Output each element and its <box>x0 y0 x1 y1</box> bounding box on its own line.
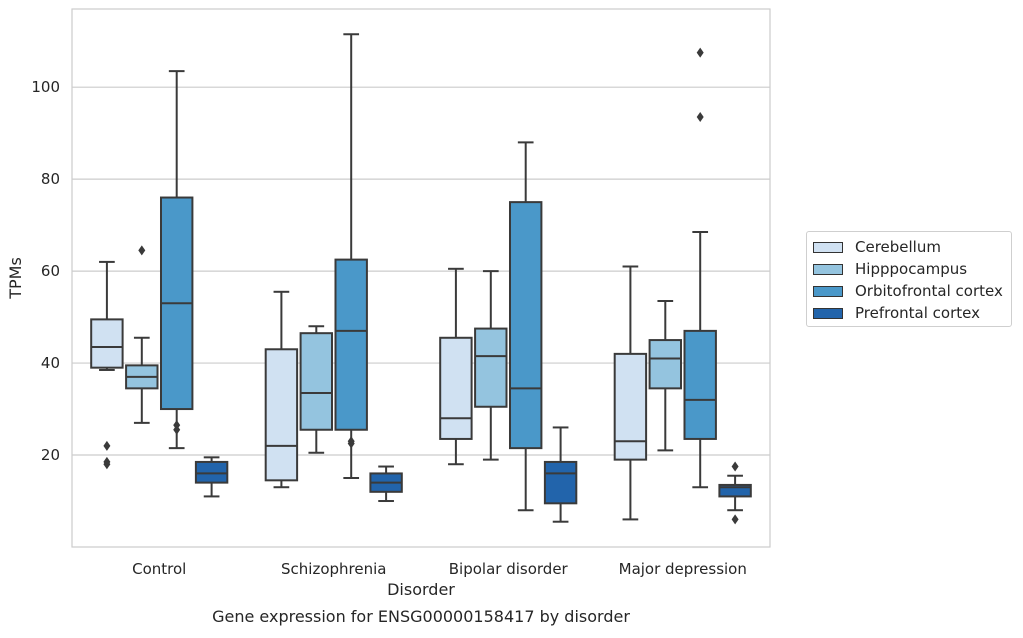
legend: Cerebellum Hipppocampus Orbitofrontal co… <box>806 231 1012 327</box>
legend-label: Cerebellum <box>855 238 941 256</box>
box-major-depression-hipppocampus <box>648 299 683 452</box>
x-tick-label: Control <box>132 560 186 578</box>
y-axis-label: TPMs <box>6 257 25 300</box>
outlier-point <box>696 112 704 123</box>
box-major-depression-orbitofrontal-cortex <box>683 47 717 489</box>
outlier-point <box>731 514 739 525</box>
box-schizophrenia-hipppocampus <box>299 325 334 454</box>
outlier-point <box>696 47 704 58</box>
legend-label: Hipppocampus <box>855 260 968 278</box>
x-tick-label: Major depression <box>619 560 747 578</box>
box-iqr <box>508 201 543 450</box>
box-control-hipppocampus <box>125 245 159 424</box>
legend-swatch <box>813 307 843 319</box>
y-tick-label: 40 <box>41 354 60 372</box>
x-tick-label: Schizophrenia <box>281 560 386 578</box>
box-iqr <box>683 329 717 440</box>
y-tick-label: 100 <box>31 78 60 96</box>
box-schizophrenia-prefrontal-cortex <box>369 465 403 503</box>
box-iqr <box>613 352 648 461</box>
box-control-prefrontal-cortex <box>194 456 229 498</box>
box-iqr <box>543 460 578 505</box>
legend-swatch <box>813 263 843 275</box>
chart-title: Gene expression for ENSG00000158417 by d… <box>212 607 630 626</box>
box-control-cerebellum <box>90 260 124 470</box>
box-bipolar-disorder-prefrontal-cortex <box>543 426 578 523</box>
outlier-point <box>138 245 146 256</box>
y-tick-label: 80 <box>41 170 60 188</box>
ticks: 20 40 60 80 100 Control Schizophrenia Bipolar d… <box>31 78 747 578</box>
box-schizophrenia-orbitofrontal-cortex <box>334 33 368 480</box>
x-axis-label: Disorder <box>387 580 455 599</box>
outlier-point <box>347 438 355 449</box>
y-tick-label: 60 <box>41 262 60 280</box>
legend-item-hippocampus: Hipppocampus <box>813 258 1011 280</box>
outlier-point <box>103 440 111 451</box>
y-tick-label: 20 <box>41 446 60 464</box>
boxes <box>90 33 752 525</box>
outlier-point <box>173 424 181 435</box>
box-iqr <box>264 348 299 482</box>
box-bipolar-disorder-cerebellum <box>439 267 473 466</box>
box-schizophrenia-cerebellum <box>264 290 299 489</box>
box-control-orbitofrontal-cortex <box>159 70 194 450</box>
box-iqr <box>474 327 508 408</box>
box-iqr <box>439 336 473 440</box>
outlier-point <box>731 461 739 472</box>
box-major-depression-prefrontal-cortex <box>718 461 752 525</box>
legend-item-prefrontal-cortex: Prefrontal cortex <box>813 302 1011 324</box>
legend-label: Orbitofrontal cortex <box>855 282 1003 300</box>
legend-label: Prefrontal cortex <box>855 304 980 322</box>
box-iqr <box>194 460 229 484</box>
legend-item-cerebellum: Cerebellum <box>813 236 1011 258</box>
legend-swatch <box>813 241 843 253</box>
box-iqr <box>299 332 334 431</box>
outlier-point <box>103 459 111 470</box>
x-tick-label: Bipolar disorder <box>449 560 569 578</box>
box-bipolar-disorder-hipppocampus <box>474 270 508 461</box>
box-iqr <box>334 258 368 431</box>
box-iqr <box>648 339 683 390</box>
legend-item-orbitofrontal-cortex: Orbitofrontal cortex <box>813 280 1011 302</box>
box-iqr <box>718 483 752 498</box>
box-major-depression-cerebellum <box>613 265 648 521</box>
box-bipolar-disorder-orbitofrontal-cortex <box>508 141 543 512</box>
legend-swatch <box>813 285 843 297</box>
box-iqr <box>90 318 124 369</box>
